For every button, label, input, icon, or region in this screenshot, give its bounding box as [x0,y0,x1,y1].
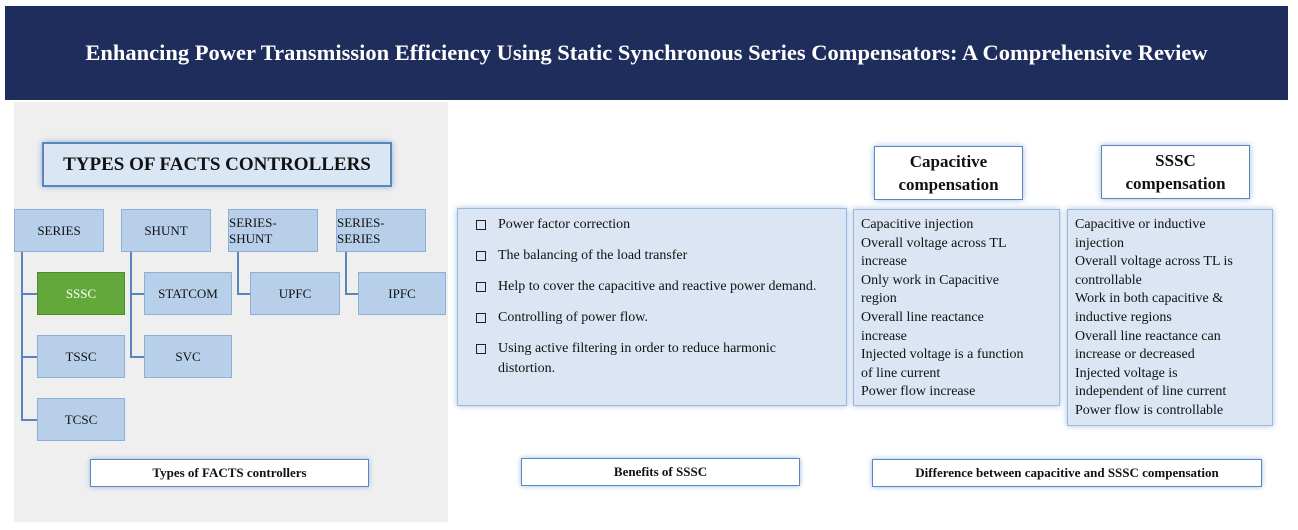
controller-sssc: SSSC [37,272,125,315]
sssc-line: independent of line current [1075,384,1227,400]
sssc-line: injection [1075,235,1124,251]
controller-upfc: UPFC [250,272,340,315]
checkbox-bullet-icon [476,344,486,354]
capacitive-header: Capacitive compensation [874,146,1023,200]
sssc-header-line: SSSC [1155,151,1196,170]
facts-title-box: TYPES OF FACTS CONTROLLERS [42,142,392,187]
checkbox-bullet-icon [476,251,486,261]
benefit-text: The balancing of the load transfer [498,248,688,263]
sssc-line: Capacitive or inductive [1075,217,1206,232]
category-series-shunt: SERIES-SHUNT [228,209,318,252]
sssc-line: Overall line reactance can [1075,328,1221,344]
capacitive-line: Power flow increase [861,384,976,400]
sssc-header: SSSC compensation [1101,145,1250,199]
checkbox-bullet-icon [476,220,486,230]
sssc-line: controllable [1075,272,1142,288]
connector-line [237,252,239,294]
sssc-line: inductive regions [1075,309,1172,325]
capacitive-line: Overall voltage across TL [861,235,1007,251]
capacitive-line: Injected voltage is a function [861,347,1024,363]
connector-line [21,419,37,421]
connector-line [130,293,144,295]
checkbox-bullet-icon [476,313,486,323]
controller-svc: SVC [144,335,232,378]
capacitive-line: Capacitive injection [861,217,974,232]
facts-caption: Types of FACTS controllers [90,459,369,487]
capacitive-line: Only work in Capacitive [861,272,1000,288]
connector-line [237,293,250,295]
comparison-caption: Difference between capacitive and SSSC c… [872,459,1262,487]
controller-statcom: STATCOM [144,272,232,315]
connector-line [345,293,358,295]
benefit-item: Controlling of power flow. [468,308,836,328]
capacitive-header-line: compensation [898,175,999,194]
capacitive-line: increase [861,254,907,270]
sssc-line: Injected voltage is [1075,365,1178,381]
benefit-text: Help to cover the capacitive and reactiv… [498,279,817,294]
capacitive-line: increase [861,328,907,344]
sssc-header-line: compensation [1125,174,1226,193]
connector-line [21,356,37,358]
benefit-item: Using active filtering in order to reduc… [468,339,836,379]
benefit-item: The balancing of the load transfer [468,246,836,266]
benefit-text: Controlling of power flow. [498,310,648,325]
controller-tcsc: TCSC [37,398,125,441]
controller-ipfc: IPFC [358,272,446,315]
capacitive-panel: Capacitive injection Overall voltage acr… [853,209,1060,406]
capacitive-line: of line current [861,365,941,381]
category-series: SERIES [14,209,104,252]
controller-tssc: TSSC [37,335,125,378]
sssc-line: Overall voltage across TL is [1075,254,1233,270]
title-banner: Enhancing Power Transmission Efficiency … [5,6,1288,100]
capacitive-line: region [861,291,897,307]
connector-line [345,252,347,294]
connector-line [130,356,144,358]
checkbox-bullet-icon [476,282,486,292]
sssc-line: increase or decreased [1075,347,1195,363]
capacitive-header-line: Capacitive [909,152,988,171]
category-series-series: SERIES-SERIES [336,209,426,252]
category-shunt: SHUNT [121,209,211,252]
connector-line [21,293,37,295]
benefits-panel: Power factor correction The balancing of… [457,208,847,406]
sssc-panel: Capacitive or inductive injection Overal… [1067,209,1273,426]
sssc-line: Work in both capacitive & [1075,291,1224,307]
capacitive-line: Overall line reactance [861,309,984,325]
connector-line [130,252,132,357]
benefit-item: Help to cover the capacitive and reactiv… [468,277,836,297]
sssc-line: Power flow is controllable [1075,402,1224,418]
benefits-caption: Benefits of SSSC [521,458,800,486]
benefit-text: Using active filtering in order to reduc… [498,341,776,376]
benefit-text: Power factor correction [498,217,631,232]
banner-title: Enhancing Power Transmission Efficiency … [85,40,1208,65]
connector-line [21,252,23,420]
benefit-item: Power factor correction [468,215,836,235]
